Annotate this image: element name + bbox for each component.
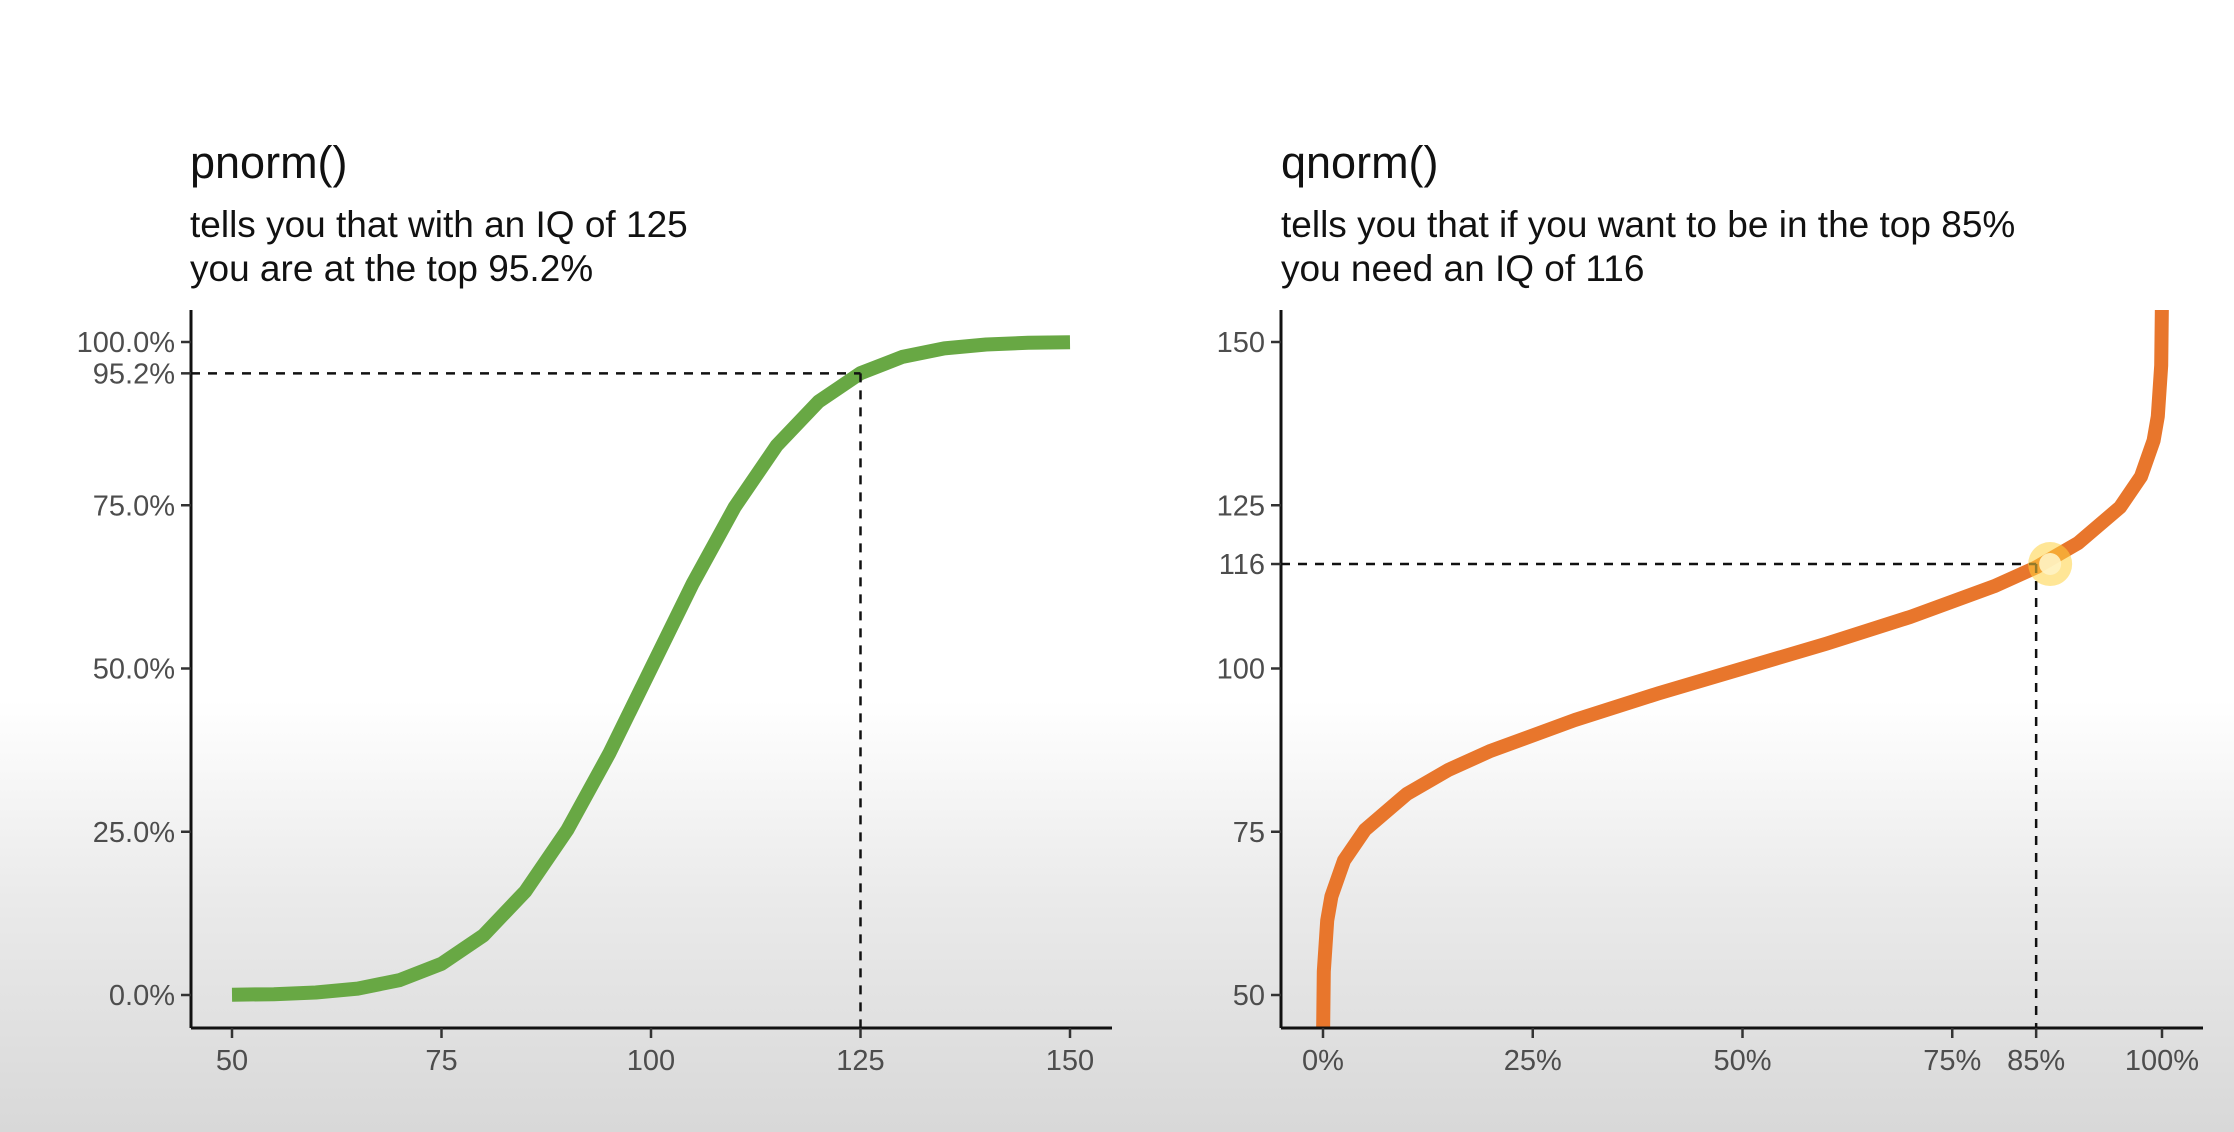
pnorm-x-tick-label: 50 bbox=[216, 1045, 248, 1077]
pnorm-subtitle-line-1: tells you that with an IQ of 125 bbox=[190, 204, 688, 245]
pnorm-y-tick-label: 0.0% bbox=[109, 980, 175, 1012]
qnorm-subtitle-line-1: tells you that if you want to be in the … bbox=[1281, 204, 2015, 245]
pnorm-x-tick-label: 150 bbox=[1046, 1045, 1094, 1077]
qnorm-y-tick-label: 116 bbox=[1219, 549, 1265, 581]
qnorm-y-tick-label: 50 bbox=[1233, 980, 1265, 1012]
pnorm-x-tick-label: 125 bbox=[836, 1045, 884, 1077]
pnorm-curve bbox=[231, 335, 1071, 1002]
cursor-highlight-core bbox=[2039, 553, 2062, 576]
qnorm-panel: qnorm() tells you that if you want to be… bbox=[1217, 137, 2203, 1077]
pnorm-y-tick-label: 75.0% bbox=[93, 490, 175, 522]
pnorm-subtitle-line-2: you are at the top 95.2% bbox=[190, 248, 593, 289]
pnorm-x-tick-label: 100 bbox=[627, 1045, 675, 1077]
qnorm-x-tick-label: 50% bbox=[1713, 1045, 1771, 1077]
qnorm-title: qnorm() bbox=[1281, 137, 1439, 188]
qnorm-y-tick-label: 150 bbox=[1217, 327, 1265, 359]
pnorm-plot-area: 50 75 100 125 150 0.0% 25.0% 50.0% 75.0% 95.2%100… bbox=[77, 310, 1112, 1077]
pnorm-panel: pnorm() tells you that with an IQ of 125… bbox=[77, 137, 1112, 1077]
pnorm-x-tick-label: 75 bbox=[425, 1045, 457, 1077]
qnorm-x-tick-label: 25% bbox=[1504, 1045, 1562, 1077]
qnorm-x-tick-label: 85% bbox=[2007, 1045, 2065, 1077]
pnorm-y-tick-label: 25.0% bbox=[93, 817, 175, 849]
qnorm-x-tick-label: 100% bbox=[2125, 1045, 2199, 1077]
qnorm-y-tick-label: 100 bbox=[1217, 654, 1265, 686]
qnorm-x-tick-label: 0% bbox=[1302, 1045, 1344, 1077]
qnorm-y-tick-label: 125 bbox=[1217, 490, 1265, 522]
qnorm-subtitle-line-2: you need an IQ of 116 bbox=[1281, 248, 1644, 289]
qnorm-x-tick-label: 75% bbox=[1923, 1045, 1981, 1077]
qnorm-plot-area: 0% 25% 50% 75% 85% 100% 50 75 100 116 125 150 bbox=[1217, 310, 2203, 1077]
qnorm-curve bbox=[1316, 310, 2169, 1028]
pnorm-y-tick-label: 95.2% bbox=[93, 358, 175, 390]
pnorm-y-tick-label: 100.0% bbox=[77, 327, 175, 359]
pnorm-y-tick-label: 50.0% bbox=[93, 654, 175, 686]
qnorm-y-tick-label: 75 bbox=[1233, 817, 1265, 849]
pnorm-title: pnorm() bbox=[190, 137, 348, 188]
